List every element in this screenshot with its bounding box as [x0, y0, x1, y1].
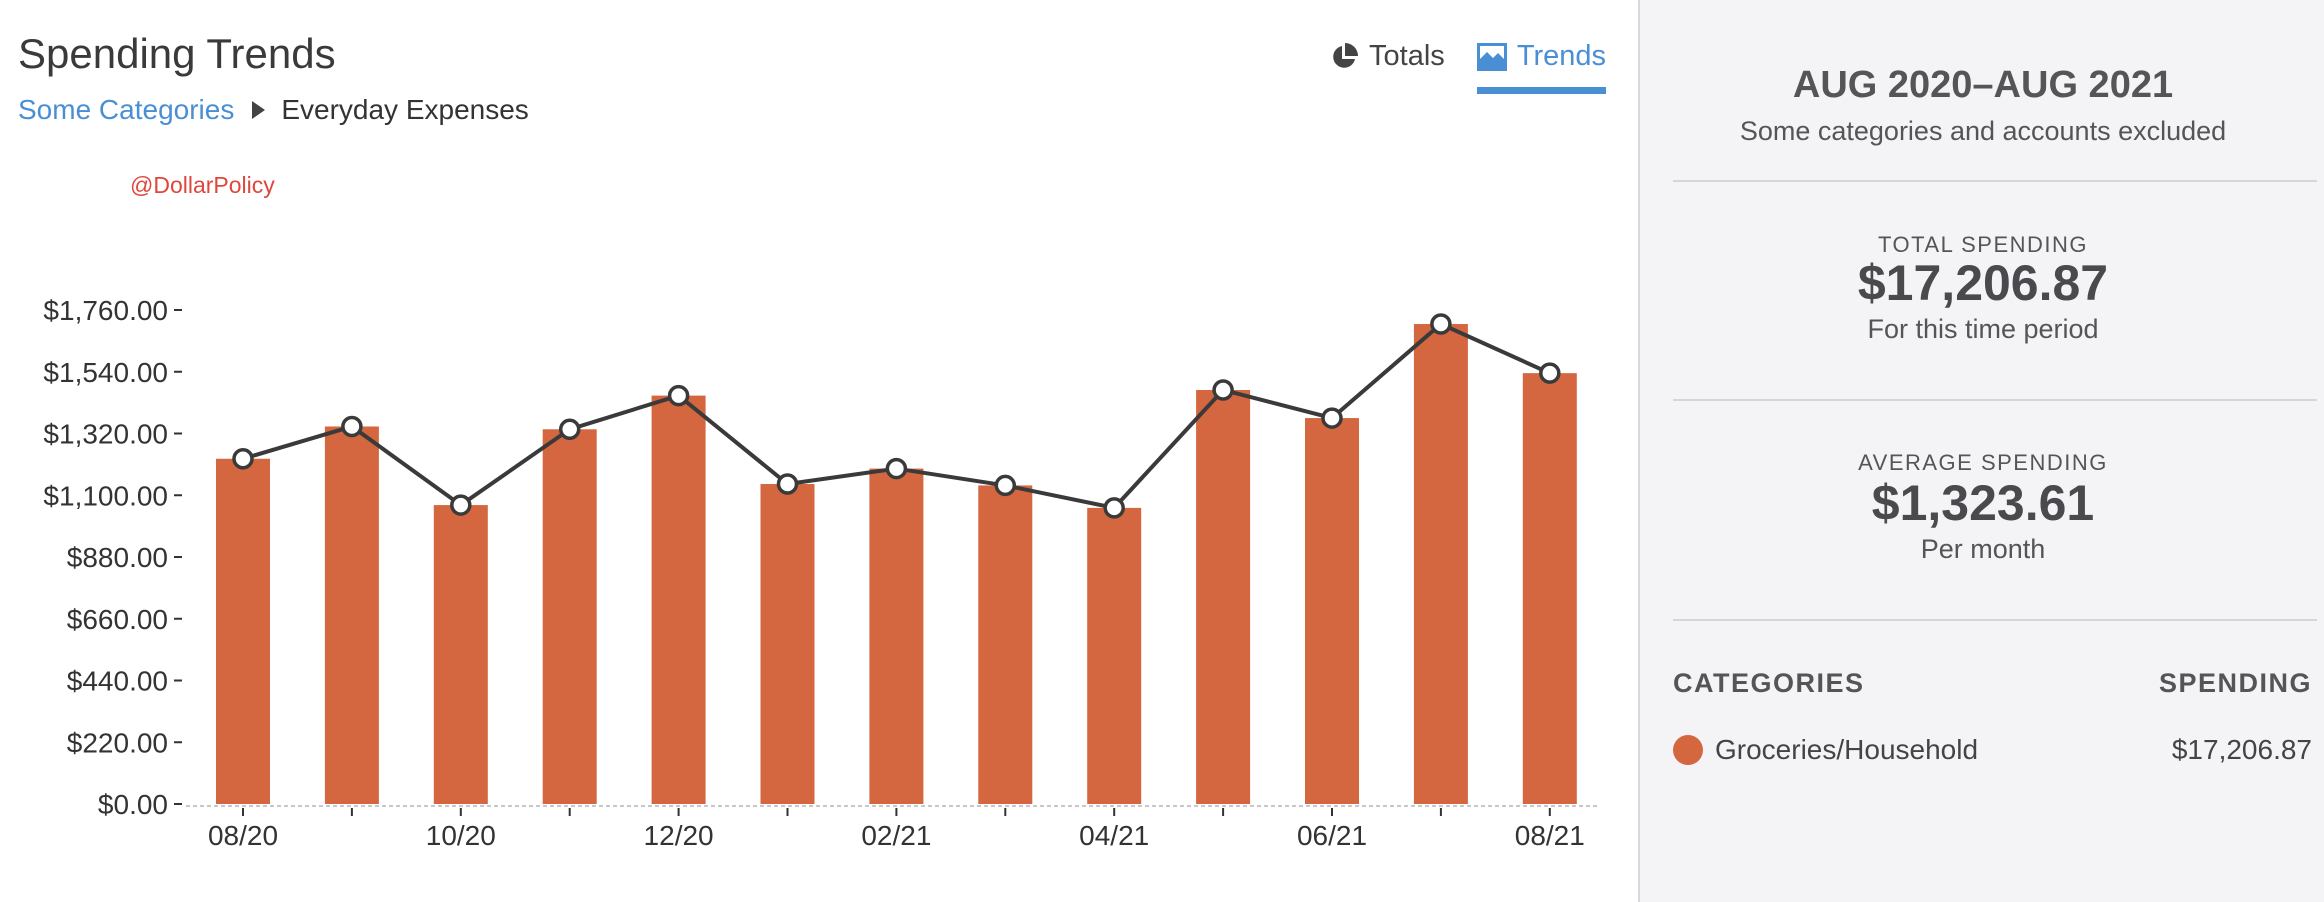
spending-header: SPENDING — [2158, 668, 2312, 698]
trend-point — [1430, 313, 1452, 335]
trend-point — [1539, 362, 1561, 384]
x-tick-label: 06/21 — [1297, 820, 1367, 851]
x-tick-label: 02/21 — [861, 820, 931, 851]
total-spending-label: TOTAL SPENDING — [1877, 232, 2089, 257]
date-subtitle: Some categories and accounts excluded — [1739, 116, 2227, 146]
page-title: Spending Trends — [18, 30, 336, 77]
total-spending-note: For this time period — [1867, 314, 2099, 344]
trend-point — [232, 448, 254, 470]
y-tick-label: $880.00 — [67, 542, 168, 573]
tab-trends-label: Trends — [1516, 40, 1606, 72]
divider — [1673, 619, 2317, 621]
tab-totals-label: Totals — [1369, 40, 1445, 72]
y-tick-label: $220.00 — [67, 727, 168, 758]
chart-bar — [1196, 389, 1251, 804]
category-color-dot — [1673, 735, 1703, 765]
chart-bar — [324, 426, 379, 804]
average-spending-value: $1,323.61 — [1871, 475, 2095, 531]
y-tick-label: $660.00 — [67, 604, 168, 635]
total-spending-value: $17,206.87 — [1857, 255, 2109, 311]
spending-chart: $0.00 $220.00 $440.00 $660.00 $880.00 $1,100.… — [43, 295, 1598, 851]
x-tick-label: 08/20 — [208, 820, 278, 851]
pie-chart-icon — [1333, 42, 1359, 68]
divider — [1673, 180, 2317, 182]
main-panel: Spending Trends Some Categories Everyday… — [18, 30, 1606, 851]
view-tabs: Totals Trends — [1297, 40, 1606, 94]
chart-bar — [216, 458, 270, 804]
watermark-text: @DollarPolicy — [130, 172, 275, 198]
x-tick-label: 04/21 — [1079, 820, 1149, 851]
x-tick-label: 10/20 — [426, 820, 496, 851]
trend-point — [776, 473, 799, 495]
breadcrumb-link[interactable]: Some Categories — [18, 94, 235, 125]
summary-sidebar: AUG 2020–AUG 2021 Some categories and ac… — [1638, 0, 2324, 902]
chart-bar — [433, 505, 488, 804]
x-tick-label: 08/21 — [1515, 820, 1585, 851]
categories-header: CATEGORIES — [1673, 668, 1865, 698]
chart-bar — [1305, 418, 1359, 804]
chart-bar — [760, 484, 815, 804]
trend-point — [994, 474, 1017, 497]
chart-bar — [1522, 373, 1577, 804]
chart-bar — [542, 429, 597, 804]
date-range: AUG 2020–AUG 2021 — [1792, 64, 2174, 106]
chart-bar — [1087, 507, 1142, 804]
trend-point — [450, 494, 472, 516]
trend-point — [1212, 379, 1234, 401]
chart-bar — [651, 395, 706, 804]
category-amount: $17,206.87 — [2171, 734, 2312, 765]
trend-point — [1103, 497, 1125, 519]
chart-bar — [1413, 324, 1468, 804]
breadcrumb: Some Categories Everyday Expenses — [18, 94, 529, 126]
chart-bar — [869, 468, 924, 804]
average-spending-label: AVERAGE SPENDING — [1858, 450, 2108, 475]
area-chart-icon — [1476, 42, 1507, 71]
y-tick-label: $1,760.00 — [43, 295, 168, 326]
y-tick-label: $1,540.00 — [43, 357, 168, 388]
y-tick-label: $1,100.00 — [43, 480, 168, 511]
trend-point — [341, 415, 363, 438]
tab-totals[interactable]: Totals — [1329, 40, 1445, 87]
breadcrumb-arrow-icon — [252, 101, 266, 119]
trend-point — [885, 457, 908, 480]
y-tick-label: $0.00 — [98, 789, 168, 820]
divider — [1673, 399, 2317, 401]
chart-bar — [978, 485, 1033, 804]
trend-point — [667, 384, 690, 407]
category-row[interactable]: Groceries/Household $17,206.87 — [1673, 734, 2312, 766]
average-spending-note: Per month — [1920, 534, 2046, 564]
y-tick-label: $440.00 — [67, 666, 168, 697]
trend-point — [1321, 407, 1343, 429]
category-name: Groceries/Household — [1715, 734, 1979, 765]
tab-trends[interactable]: Trends — [1476, 40, 1606, 94]
trend-point — [558, 418, 581, 441]
x-tick-label: 12/20 — [644, 820, 714, 851]
breadcrumb-current: Everyday Expenses — [281, 94, 529, 125]
y-tick-label: $1,320.00 — [43, 419, 168, 450]
